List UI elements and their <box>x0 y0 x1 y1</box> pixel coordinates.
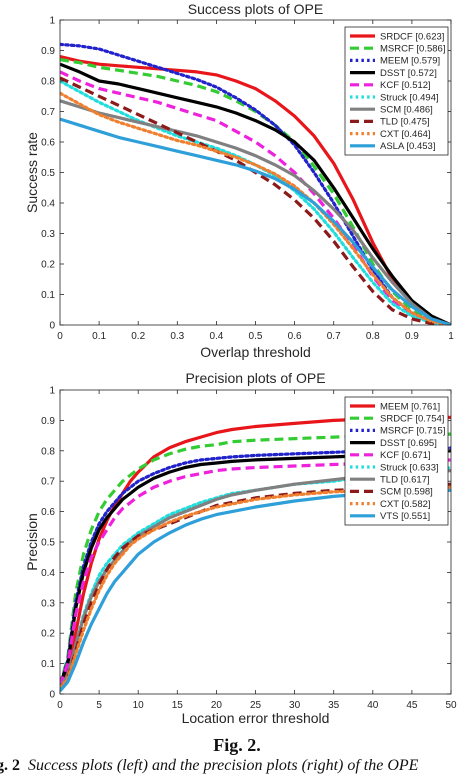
series-line-dsst <box>60 62 451 325</box>
legend-entry: DSST [0.695] <box>380 438 437 449</box>
x-tick-label: 0.8 <box>366 331 380 342</box>
y-tick-label: 0.2 <box>41 629 55 640</box>
x-tick-label: 0.4 <box>209 331 223 342</box>
y-tick-label: 0.4 <box>41 199 55 210</box>
x-tick-label: 0 <box>57 700 63 711</box>
legend-entry: Struck [0.494] <box>380 92 439 103</box>
y-tick-label: 0 <box>49 690 55 701</box>
y-tick-label: 0 <box>49 321 55 332</box>
y-tick-label: 0.7 <box>41 477 55 488</box>
y-tick-label: 0.9 <box>41 46 55 57</box>
legend-entry: MEEM [0.761] <box>380 401 440 412</box>
y-tick-label: 0.4 <box>41 568 55 579</box>
x-tick-label: 15 <box>172 700 184 711</box>
y-tick-label: 0.5 <box>41 168 55 179</box>
series-line-tld <box>60 469 451 689</box>
legend-entry: ASLA [0.453] <box>380 141 435 152</box>
legend-entry: KCF [0.512] <box>380 80 431 91</box>
y-axis-title: Precision <box>24 513 40 571</box>
y-tick-label: 0.3 <box>41 229 55 240</box>
legend: MEEM [0.761] SRDCF [0.754]MSRCF [0.715]DS… <box>344 396 449 526</box>
y-tick-label: 0.1 <box>41 659 55 670</box>
series-line-vts <box>60 488 451 693</box>
legend: SRDCF [0.623] MSRCF [0.586]MEEM [0.579]DS… <box>344 26 449 156</box>
x-tick-label: 0.1 <box>92 331 106 342</box>
legend-entry: MSRCF [0.586] <box>380 44 445 55</box>
legend-entry: SRDCF [0.623] <box>380 31 444 42</box>
x-axis-title: Overlap threshold <box>200 344 311 360</box>
x-tick-label: 20 <box>211 700 223 711</box>
y-tick-label: 0.3 <box>41 598 55 609</box>
y-axis-title: Success rate <box>24 132 40 213</box>
series-group <box>60 42 451 325</box>
x-tick-label: 0.9 <box>405 331 419 342</box>
y-tick-label: 1 <box>49 16 55 27</box>
series-line-srdcf <box>60 432 451 686</box>
legend-entry: CXT [0.582] <box>380 499 431 510</box>
y-tick-label: 0.6 <box>41 138 55 149</box>
y-tick-label: 0.1 <box>41 290 55 301</box>
legend-entry: KCF [0.671] <box>380 450 431 461</box>
x-tick-label: 50 <box>445 700 457 711</box>
x-tick-label: 25 <box>250 700 262 711</box>
x-tick-label: 0.3 <box>170 331 184 342</box>
figure-caption: g. 2 Success plots (left) and the precis… <box>0 757 418 775</box>
legend-entry: SCM [0.486] <box>380 105 433 116</box>
legend-entry: TLD [0.617] <box>380 475 430 486</box>
series-line-scm <box>60 99 451 325</box>
series-group <box>60 415 451 693</box>
legend-entry: Struck [0.633] <box>380 462 439 473</box>
figure-label: Fig. 2. <box>213 735 261 755</box>
series-line-asla <box>60 117 451 325</box>
legend-entry: MEEM [0.579] <box>380 56 440 67</box>
series-line-cxt <box>60 91 451 325</box>
caption-text: Success plots (left) and the precision p… <box>28 757 419 774</box>
y-tick-label: 0.6 <box>41 507 55 518</box>
x-tick-label: 0.2 <box>131 331 145 342</box>
y-tick-label: 0.2 <box>41 260 55 271</box>
y-tick-label: 0.9 <box>41 416 55 427</box>
y-tick-label: 0.7 <box>41 107 55 118</box>
series-line-cxt <box>60 485 451 690</box>
series-line-kcf <box>60 70 451 325</box>
x-tick-label: 30 <box>289 700 301 711</box>
x-tick-label: 0.5 <box>249 331 263 342</box>
caption-number: g. 2 <box>0 757 20 774</box>
y-tick-label: 1 <box>49 386 55 397</box>
x-tick-label: 5 <box>96 700 102 711</box>
x-tick-label: 0.7 <box>327 331 341 342</box>
legend-entry: CXT [0.464] <box>380 129 431 140</box>
x-tick-label: 1 <box>448 331 454 342</box>
y-tick-label: 0.8 <box>41 446 55 457</box>
y-tick-label: 0.8 <box>41 77 55 88</box>
x-tick-label: 45 <box>406 700 418 711</box>
legend-entry: SRDCF [0.754] <box>380 414 444 425</box>
legend-entry: DSST [0.572] <box>380 68 437 79</box>
x-tick-label: 40 <box>367 700 379 711</box>
x-tick-label: 35 <box>328 700 340 711</box>
legend-entry: VTS [0.551] <box>380 511 430 522</box>
success-plot: 0 0.1 0.2 0.3 0.4 0.5 0.6 0.7 0.8 0.9 1 0 0.1 0.2 0.3 0… <box>24 1 454 360</box>
x-axis-title: Location error threshold <box>182 710 330 726</box>
precision-plot: 0 5 10 15 20 25 30 35 40 45 50 0 0.1 0.2 0.3 0.4 0.5 0.6 0… <box>24 370 457 726</box>
series-line-kcf <box>60 458 451 686</box>
x-tick-label: 0.6 <box>288 331 302 342</box>
series-line-msrcf <box>60 446 451 687</box>
chart-title: Success plots of OPE <box>188 1 323 17</box>
legend-entry: SCM [0.598] <box>380 487 433 498</box>
x-tick-label: 10 <box>133 700 145 711</box>
x-tick-label: 0 <box>57 331 63 342</box>
series-line-dsst <box>60 449 451 686</box>
chart-title: Precision plots of OPE <box>185 370 325 386</box>
series-line-meem <box>60 415 451 689</box>
legend-entry: TLD [0.475] <box>380 117 430 128</box>
legend-entry: MSRCF [0.715] <box>380 426 445 437</box>
y-tick-label: 0.5 <box>41 538 55 549</box>
